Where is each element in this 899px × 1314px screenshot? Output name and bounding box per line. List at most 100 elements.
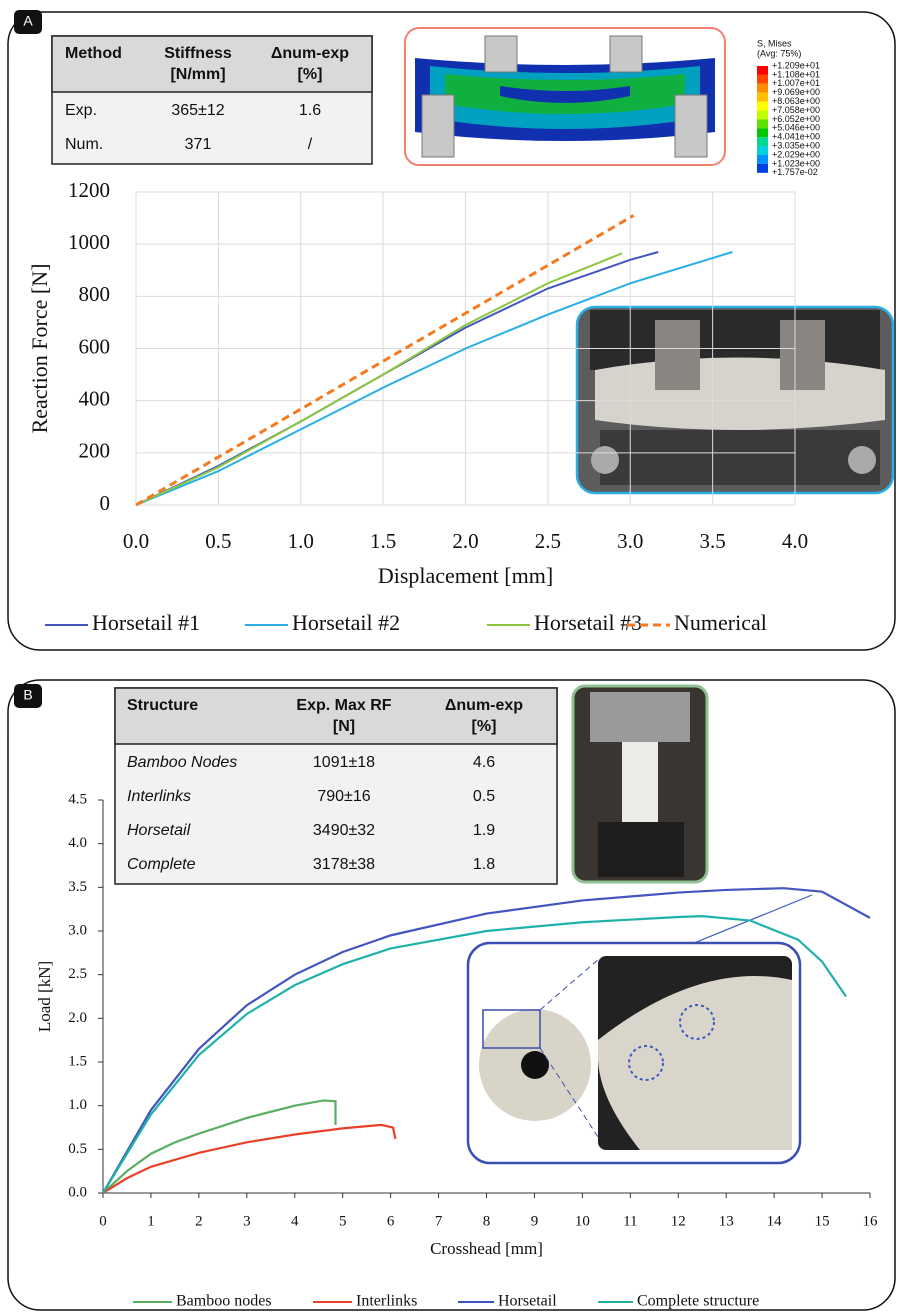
x-tick-label: 3 [243, 1213, 251, 1229]
x-tick-label: 15 [815, 1213, 830, 1229]
legend-label: Bamboo nodes [176, 1293, 272, 1310]
figure: A0200400600800100012000.00.51.01.52.02.5… [0, 0, 899, 1314]
y-tick-label: 3.5 [68, 879, 87, 895]
table-header-cell: Structure [127, 697, 198, 714]
table-cell: 4.6 [473, 754, 495, 771]
x-tick-label: 13 [719, 1213, 734, 1229]
y-axis-label: Load [kN] [35, 961, 54, 1032]
contour-swatch [757, 66, 768, 75]
table-cell: 0.5 [473, 788, 495, 805]
y-axis-label: Reaction Force [N] [27, 264, 52, 434]
table-cell: 365±12 [171, 102, 224, 119]
y-tick-label: 2.5 [68, 966, 87, 982]
x-tick-label: 4 [291, 1213, 299, 1229]
y-tick-label: 400 [79, 386, 111, 410]
y-tick-label: 0 [100, 491, 111, 515]
legend-label: Horsetail #1 [92, 610, 200, 635]
x-tick-label: 0.0 [123, 529, 149, 553]
legend-label: Complete structure [637, 1293, 759, 1310]
table-cell: 371 [185, 136, 212, 153]
y-tick-label: 800 [79, 282, 111, 306]
contour-legend-title: S, Mises [757, 38, 792, 48]
x-tick-label: 12 [671, 1213, 686, 1229]
panel-label: B [23, 687, 32, 703]
x-tick-label: 2.0 [452, 529, 478, 553]
table-cell: 1.6 [299, 102, 321, 119]
x-tick-label: 7 [435, 1213, 443, 1229]
legend-label: Horsetail #2 [292, 610, 400, 635]
table-cell: 790±16 [317, 788, 370, 805]
contour-swatch [757, 102, 768, 111]
data-line [136, 253, 622, 505]
table-header-cell: Stiffness [164, 45, 232, 62]
y-tick-label: 1.5 [68, 1053, 87, 1069]
table-cell: Exp. [65, 102, 97, 119]
x-axis-label: Crosshead [mm] [430, 1239, 543, 1258]
legend-label: Horsetail [498, 1293, 557, 1310]
contour-swatch [757, 146, 768, 155]
y-tick-label: 1000 [68, 230, 110, 254]
legend-label: Numerical [674, 610, 767, 635]
contour-swatch [757, 164, 768, 173]
x-tick-label: 6 [387, 1213, 395, 1229]
x-tick-label: 3.5 [700, 529, 726, 553]
x-tick-label: 1.0 [288, 529, 314, 553]
y-tick-label: 200 [79, 439, 111, 463]
x-tick-label: 1 [147, 1213, 155, 1229]
table-cell: Horsetail [127, 822, 191, 839]
fem-image [405, 28, 725, 165]
table-cell: / [308, 136, 313, 153]
y-tick-label: 1.0 [68, 1097, 87, 1113]
contour-swatch [757, 75, 768, 84]
x-tick-label: 10 [575, 1213, 590, 1229]
y-tick-label: 0.5 [68, 1141, 87, 1157]
x-tick-label: 11 [623, 1213, 637, 1229]
table-cell: Num. [65, 136, 103, 153]
contour-legend-subtitle: (Avg: 75%) [757, 48, 801, 58]
x-tick-label: 2 [195, 1213, 203, 1229]
y-tick-label: 4.0 [68, 835, 87, 851]
contour-legend-label: +1.757e-02 [772, 167, 818, 177]
table-header-cell: [N] [333, 718, 355, 735]
y-tick-label: 3.0 [68, 922, 87, 938]
photo-compression-test [573, 686, 707, 882]
legend-label: Horsetail #3 [534, 610, 642, 635]
x-tick-label: 16 [863, 1213, 879, 1229]
table-header-cell: Δnum-exp [445, 697, 523, 714]
table-header-cell: Method [65, 45, 122, 62]
y-tick-label: 1200 [68, 178, 110, 202]
table-cell: 1091±18 [313, 754, 375, 771]
y-tick-label: 2.0 [68, 1010, 87, 1026]
table-cell: Interlinks [127, 788, 191, 805]
contour-swatch [757, 155, 768, 164]
table-cell: 1.8 [473, 856, 495, 873]
contour-swatch [757, 128, 768, 137]
y-tick-label: 4.5 [68, 791, 87, 807]
table-cell: Bamboo Nodes [127, 754, 237, 771]
table-cell: 1.9 [473, 822, 495, 839]
photo-bending-test [577, 307, 893, 493]
contour-swatch [757, 84, 768, 93]
table-cell: Complete [127, 856, 196, 873]
contour-swatch [757, 111, 768, 120]
x-tick-label: 0.5 [205, 529, 231, 553]
y-tick-label: 0.0 [68, 1184, 87, 1200]
inset-images [468, 895, 812, 1163]
x-tick-label: 3.0 [617, 529, 643, 553]
contour-swatch [757, 119, 768, 128]
data-line [136, 215, 634, 505]
contour-swatch [757, 93, 768, 102]
legend-label: Interlinks [356, 1293, 417, 1310]
table-header-cell: [N/mm] [170, 66, 225, 83]
x-tick-label: 8 [483, 1213, 491, 1229]
x-tick-label: 2.5 [535, 529, 561, 553]
x-tick-label: 0 [99, 1213, 107, 1229]
table-header-cell: Exp. Max RF [296, 697, 391, 714]
table-header-cell: [%] [472, 718, 497, 735]
x-axis-label: Displacement [mm] [378, 563, 553, 588]
data-line [103, 1100, 335, 1193]
x-tick-label: 14 [767, 1213, 783, 1229]
table-header-cell: Δnum-exp [271, 45, 349, 62]
contour-swatch [757, 137, 768, 146]
x-tick-label: 5 [339, 1213, 347, 1229]
